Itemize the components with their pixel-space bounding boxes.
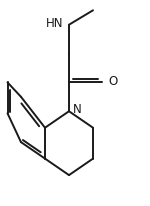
Text: N: N [73, 103, 81, 116]
Text: O: O [108, 75, 117, 88]
Text: HN: HN [45, 17, 63, 30]
